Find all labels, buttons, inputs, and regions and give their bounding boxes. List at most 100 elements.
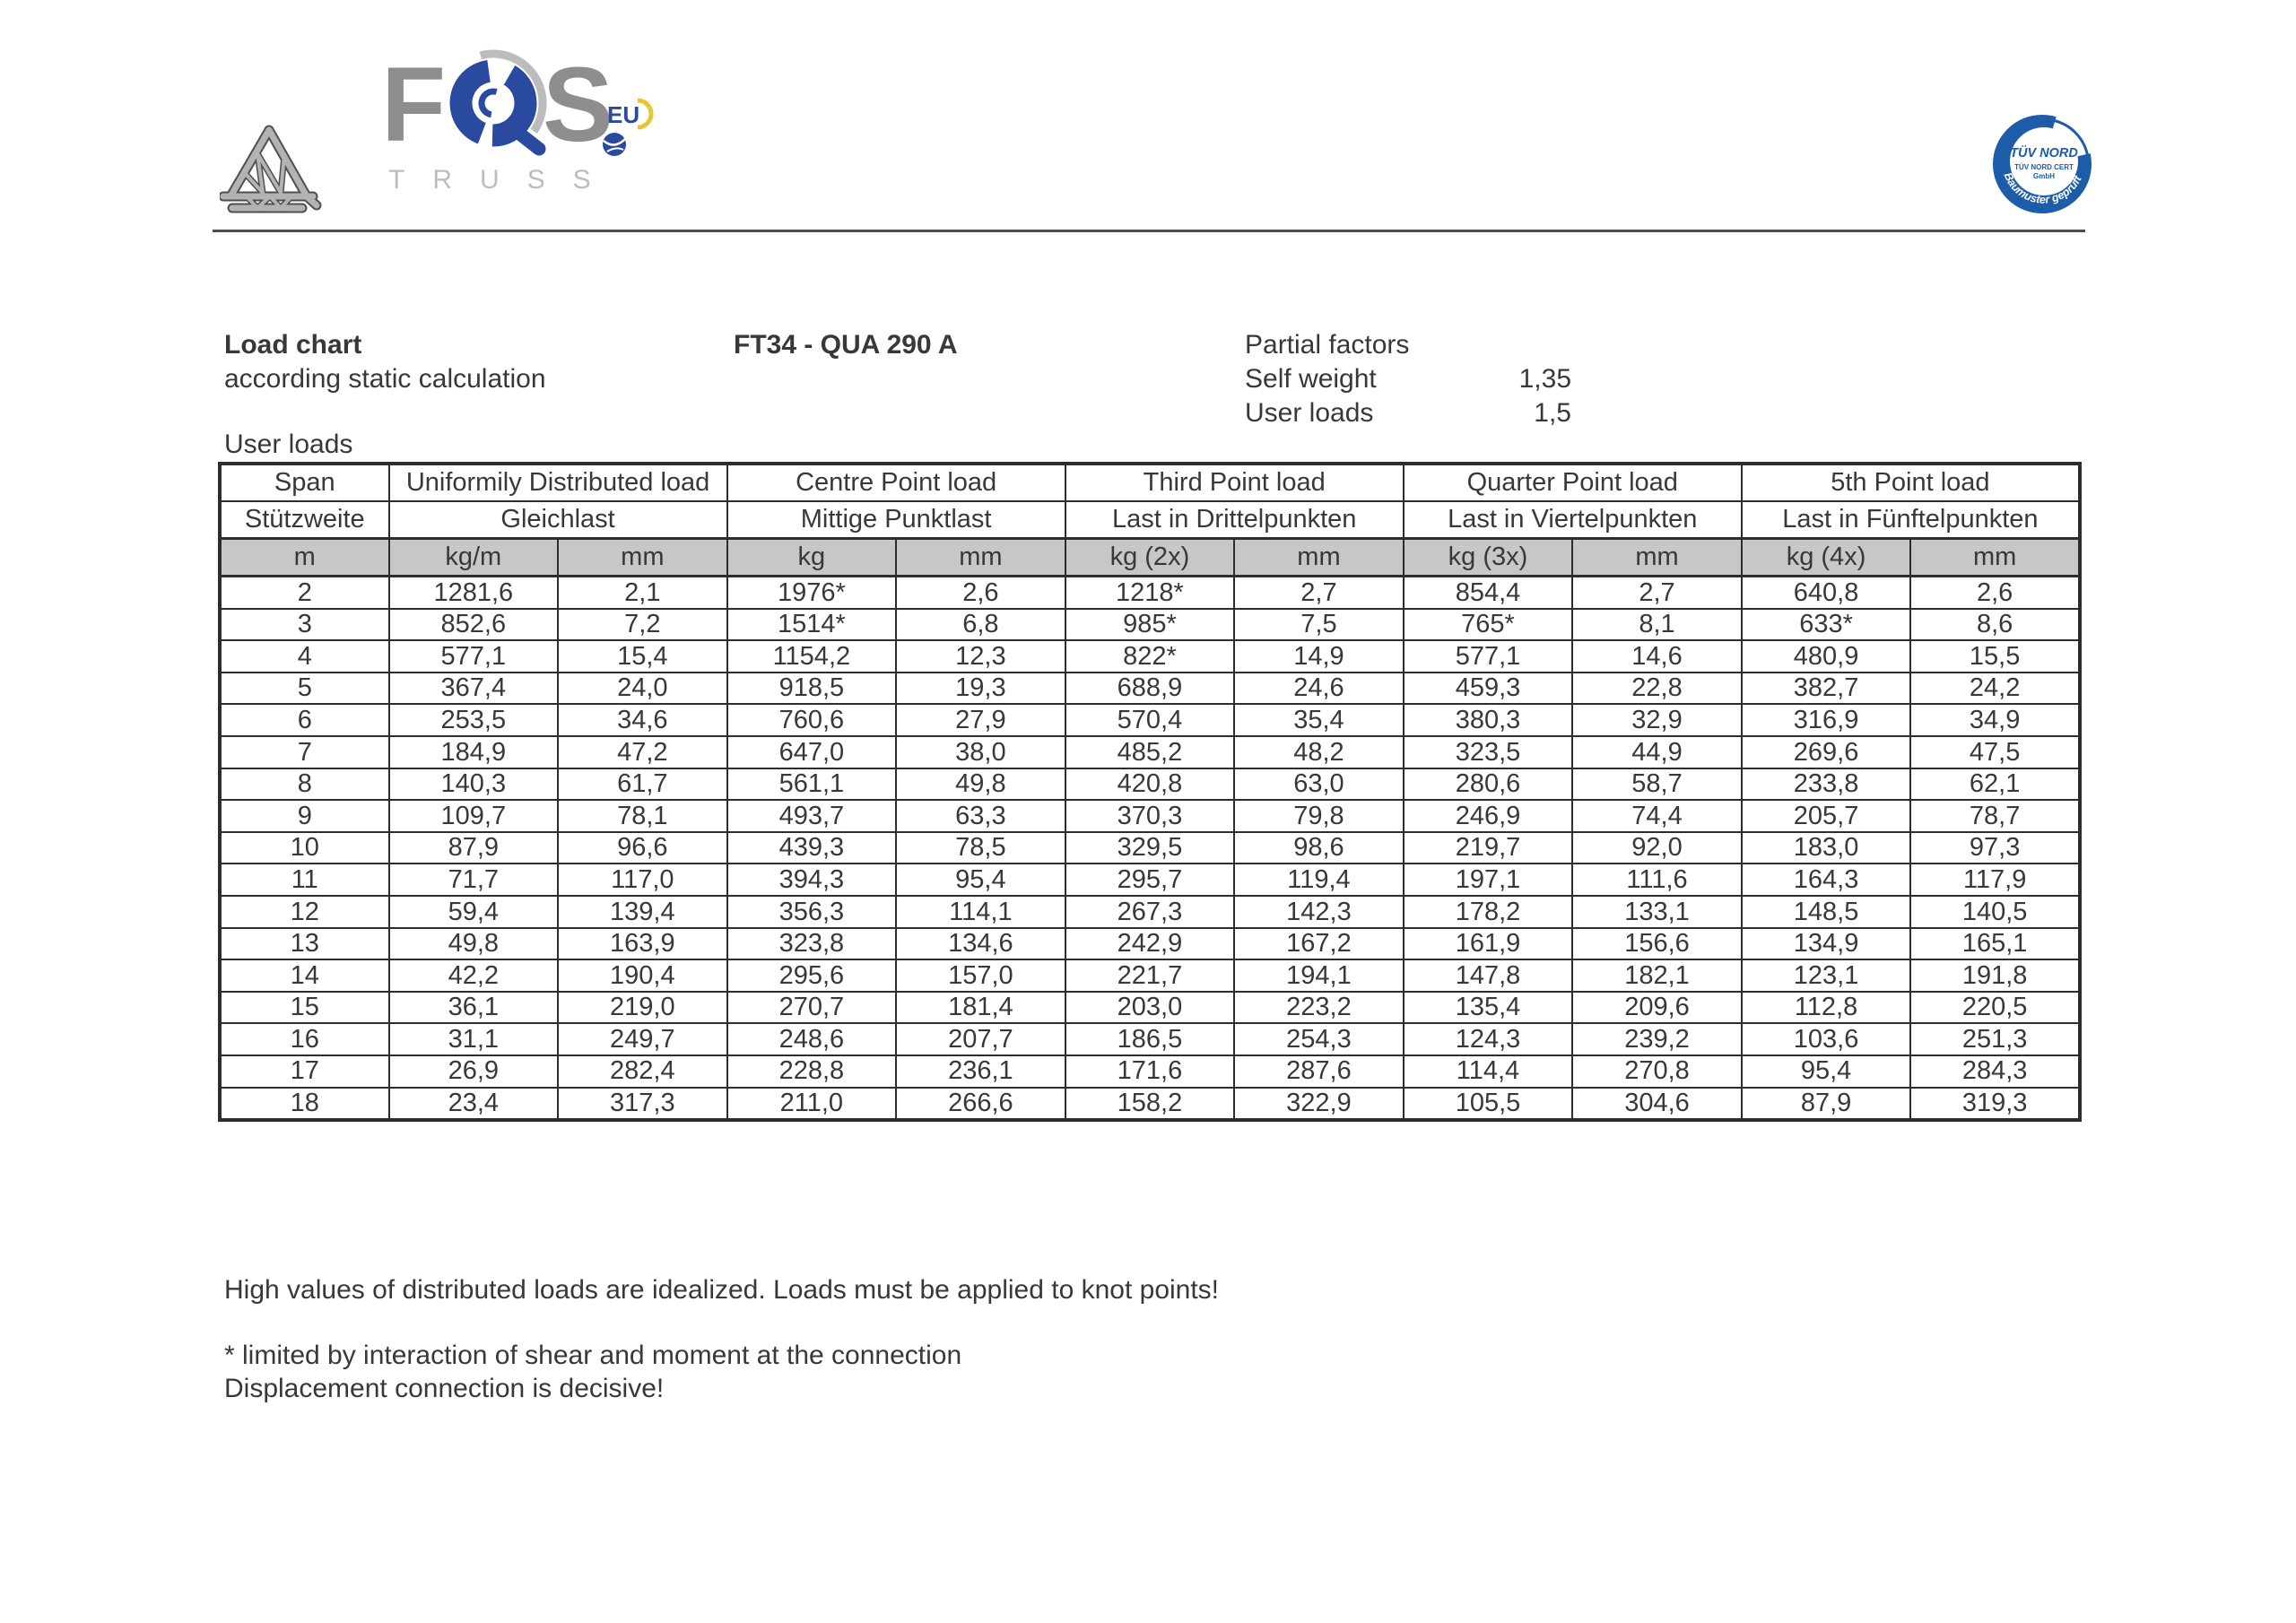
col-group-centre-de: Mittige Punktlast: [726, 500, 1066, 540]
table-cell: 14,6: [1571, 639, 1743, 673]
page-subtitle: according static calculation: [224, 364, 546, 394]
table-cell: 103,6: [1740, 1022, 1912, 1056]
table-cell: 124,3: [1402, 1022, 1574, 1056]
table-cell: 266,6: [895, 1086, 1066, 1122]
table-cell: 117,0: [557, 863, 728, 897]
table-cell: 233,8: [1740, 767, 1912, 802]
eu-badge-label: EU: [607, 101, 639, 128]
table-row: 8 140,3 61,7 561,1 49,8 420,8 63,0 280,6 58,7 233…: [219, 767, 2081, 802]
table-cell: 31,1: [387, 1022, 560, 1056]
table-cell: 439,3: [726, 830, 898, 865]
table-cell: 148,5: [1740, 894, 1912, 929]
col-group-third-de: Last in Drittelpunkten: [1064, 500, 1405, 540]
header-divider: [213, 230, 2085, 232]
table-cell: 47,2: [557, 734, 728, 769]
table-cell: 647,0: [726, 734, 898, 769]
col-group-udl-en: Uniformily Distributed load: [387, 463, 728, 502]
table-cell: 319,3: [1909, 1086, 2081, 1122]
table-cell: 49,8: [895, 767, 1066, 802]
table-row: 12 59,4 139,4 356,3 114,1 267,3 142,3 178,2 133,…: [219, 894, 2081, 929]
load-table-head: Span Uniformily Distributed load Centre …: [219, 463, 2082, 577]
truss-icon: [220, 125, 322, 213]
unit-cell: m: [219, 537, 390, 577]
unit-cell: kg (2x): [1064, 537, 1236, 577]
table-cell: 97,3: [1909, 830, 2081, 865]
table-cell: 95,4: [1740, 1054, 1912, 1089]
table-cell: 1514*: [726, 607, 898, 642]
col-group-span-de: Stützweite: [219, 500, 390, 540]
table-cell: 44,9: [1571, 734, 1743, 769]
table-cell: 2: [219, 575, 390, 610]
table-cell: 165,1: [1909, 926, 2081, 961]
self-weight-label: Self weight: [1245, 364, 1377, 394]
table-cell: 59,4: [387, 894, 560, 929]
table-cell: 111,6: [1571, 863, 1743, 897]
table-cell: 161,9: [1402, 926, 1574, 961]
table-cell: 147,8: [1402, 959, 1574, 993]
table-cell: 2,7: [1571, 575, 1743, 610]
table-row: 15 36,1 219,0 270,7 181,4 203,0 223,2 135,4 209,…: [219, 990, 2081, 1025]
table-cell: 228,8: [726, 1054, 898, 1089]
table-cell: 822*: [1064, 639, 1236, 673]
table-cell: 183,0: [1740, 830, 1912, 865]
table-cell: 239,2: [1571, 1022, 1743, 1056]
table-cell: 382,7: [1740, 671, 1912, 706]
logo-q-emblem-icon: [439, 49, 547, 157]
unit-cell: mm: [557, 537, 728, 577]
page-title: Load chart: [224, 330, 362, 360]
table-cell: 205,7: [1740, 799, 1912, 833]
table-cell: 140,5: [1909, 894, 2081, 929]
table-cell: 12: [219, 894, 390, 929]
table-group-row-en: Span Uniformily Distributed load Centre …: [219, 463, 2082, 502]
table-cell: 186,5: [1064, 1022, 1236, 1056]
load-table: Span Uniformily Distributed load Centre …: [218, 462, 2082, 1123]
table-cell: 27,9: [895, 703, 1066, 737]
table-cell: 15,5: [1909, 639, 2081, 673]
table-cell: 19,3: [895, 671, 1066, 706]
tuv-badge-line3: GmbH: [2033, 172, 2055, 180]
table-cell: 119,4: [1233, 863, 1405, 897]
table-cell: 135,4: [1402, 990, 1574, 1025]
table-cell: 221,7: [1064, 959, 1236, 993]
table-cell: 356,3: [726, 894, 898, 929]
table-cell: 48,2: [1233, 734, 1405, 769]
table-cell: 157,0: [895, 959, 1066, 993]
unit-cell: mm: [1233, 537, 1405, 577]
table-row: 3 852,6 7,2 1514* 6,8 985* 7,5 765* 8,1 633* 8,6: [219, 607, 2081, 642]
table-cell: 14: [219, 959, 390, 993]
user-loads-factor-label: User loads: [1245, 398, 1374, 428]
tuv-nord-badge: Baumuster geprüft TÜV NORD TÜV NORD CERT…: [1993, 115, 2092, 213]
table-cell: 114,1: [895, 894, 1066, 929]
table-cell: 203,0: [1064, 990, 1236, 1025]
logo-letter-f: F: [381, 46, 446, 164]
unit-cell: kg/m: [387, 537, 560, 577]
table-cell: 26,9: [387, 1054, 560, 1089]
table-cell: 92,0: [1571, 830, 1743, 865]
table-cell: 223,2: [1233, 990, 1405, 1025]
table-cell: 253,5: [387, 703, 560, 737]
table-cell: 178,2: [1402, 894, 1574, 929]
table-cell: 32,9: [1571, 703, 1743, 737]
table-cell: 74,4: [1571, 799, 1743, 833]
unit-cell: kg (3x): [1402, 537, 1574, 577]
table-cell: 2,1: [557, 575, 728, 610]
table-cell: 12,3: [895, 639, 1066, 673]
globe-icon: [603, 133, 626, 156]
table-cell: 98,6: [1233, 830, 1405, 865]
table-cell: 181,4: [895, 990, 1066, 1025]
table-cell: 7: [219, 734, 390, 769]
table-cell: 2,6: [1909, 575, 2081, 610]
table-cell: 8,6: [1909, 607, 2081, 642]
table-cell: 6: [219, 703, 390, 737]
table-cell: 220,5: [1909, 990, 2081, 1025]
table-cell: 71,7: [387, 863, 560, 897]
table-cell: 370,3: [1064, 799, 1236, 833]
table-cell: 270,8: [1571, 1054, 1743, 1089]
unit-cell: mm: [1571, 537, 1743, 577]
table-cell: 22,8: [1571, 671, 1743, 706]
table-group-row-de: Stützweite Gleichlast Mittige Punktlast …: [219, 500, 2082, 540]
table-cell: 2,7: [1233, 575, 1405, 610]
table-cell: 854,4: [1402, 575, 1574, 610]
table-cell: 918,5: [726, 671, 898, 706]
